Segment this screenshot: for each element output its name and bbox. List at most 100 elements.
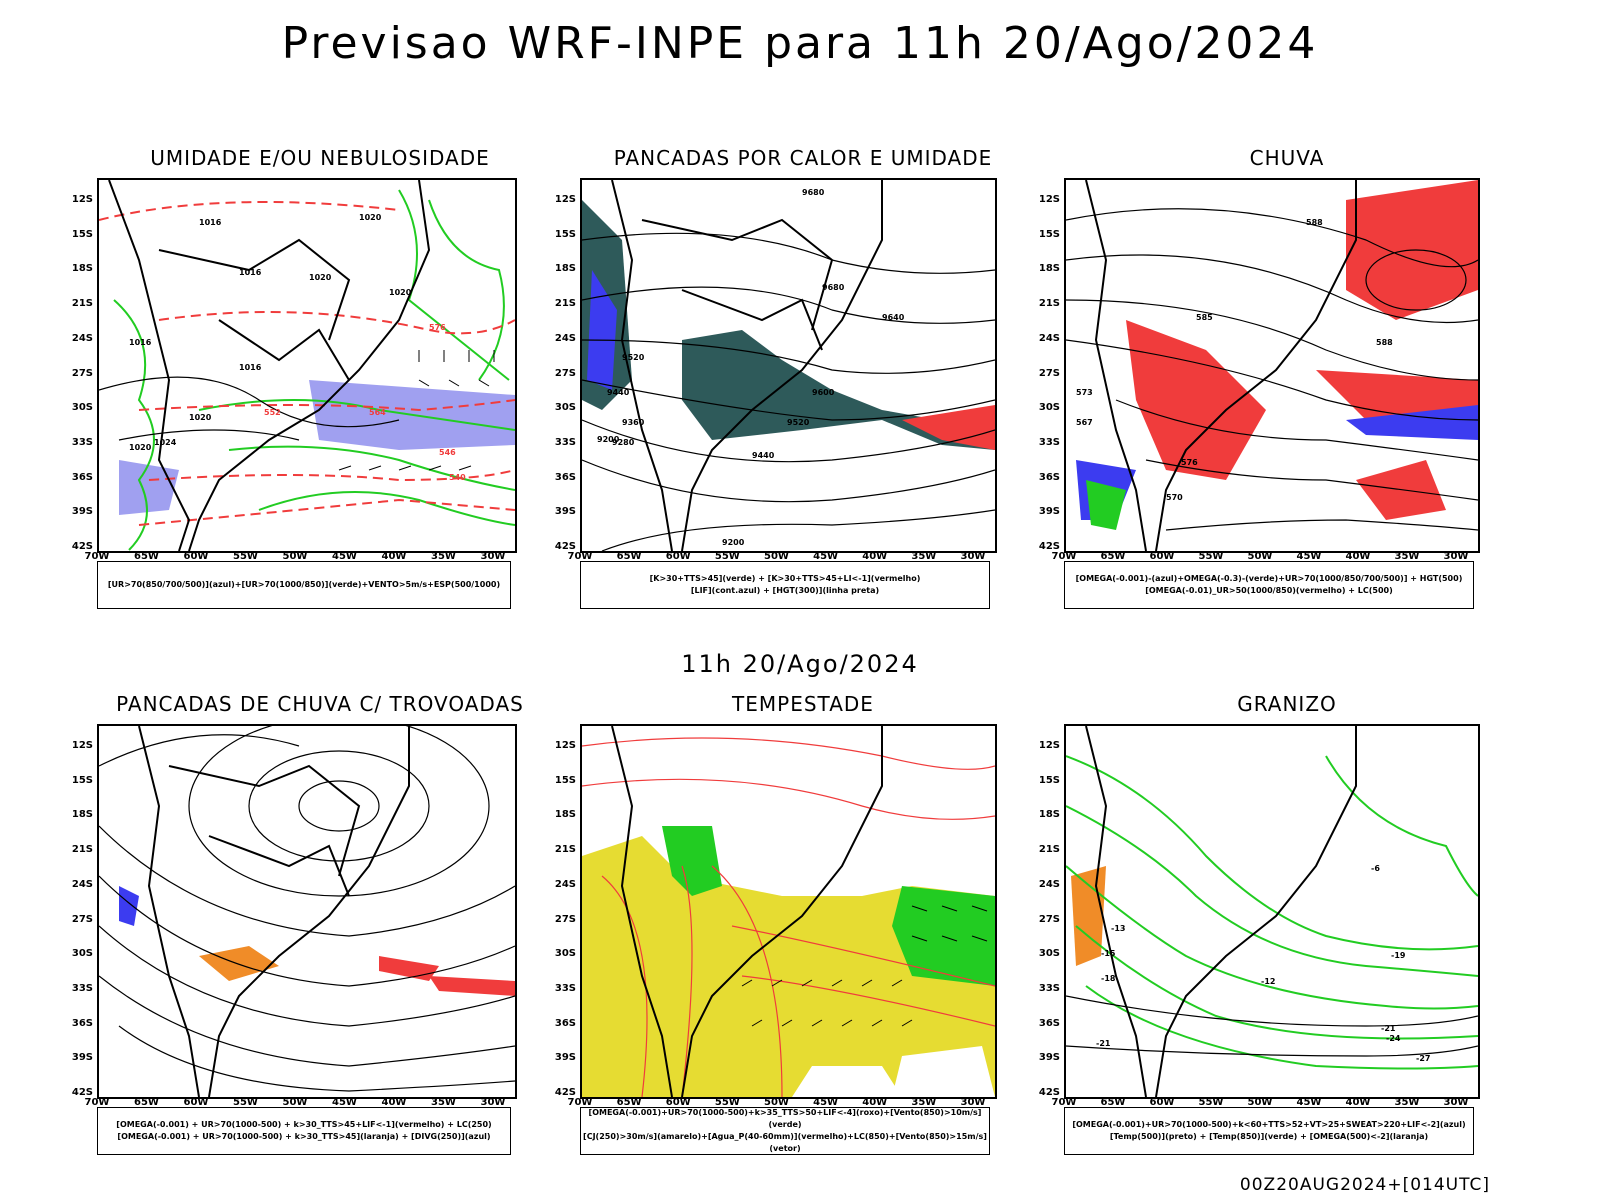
lat-label: 27S <box>554 913 576 925</box>
lat-label: 30S <box>71 402 93 414</box>
contour-label: 1016 <box>239 363 262 372</box>
contour-label: 1020 <box>129 443 152 452</box>
lat-label: 24S <box>554 332 576 344</box>
contour-label: -6 <box>1371 864 1380 873</box>
lon-label: 70W <box>84 1097 110 1108</box>
lat-label: 18S <box>554 263 576 275</box>
contour-label: 1024 <box>154 438 177 447</box>
lat-label: 15S <box>1038 228 1060 240</box>
contour-label: 576 <box>429 323 446 332</box>
lon-label: 55W <box>714 1097 740 1108</box>
lon-label: 65W <box>1100 551 1126 562</box>
lat-label: 27S <box>71 913 93 925</box>
lat-label: 18S <box>1038 263 1060 275</box>
legend: [K>30+TTS>45](verde) + [K>30+TTS>45+LI<-… <box>580 561 990 609</box>
lon-label: 60W <box>183 1097 209 1108</box>
lat-label: 18S <box>554 809 576 821</box>
legend-line: [OMEGA(-0.001)-(azul)+OMEGA(-0.3)-(verde… <box>1075 574 1463 583</box>
lat-label: 21S <box>1038 844 1060 856</box>
footer-timestamp: 00Z20AUG2024+[014UTC] <box>1239 1175 1490 1195</box>
contour-label: -24 <box>1386 1034 1401 1043</box>
lat-label: 39S <box>71 1052 93 1064</box>
lat-label: 36S <box>1038 1017 1060 1029</box>
lon-label: 40W <box>381 1097 407 1108</box>
lon-label: 55W <box>1198 551 1224 562</box>
lon-label: 40W <box>862 1097 888 1108</box>
lat-label: 12S <box>554 740 576 751</box>
contour-label: 546 <box>439 448 456 457</box>
coastline <box>611 726 883 1097</box>
contour-label: 573 <box>1076 388 1093 397</box>
contour-label: -18 <box>1101 974 1116 983</box>
lon-label: 70W <box>1051 551 1077 562</box>
lat-label: 39S <box>1038 1052 1060 1064</box>
contour-label: 585 <box>1196 313 1213 322</box>
lat-label: 30S <box>1038 948 1060 960</box>
lat-label: 42S <box>1038 541 1060 552</box>
lon-label: 70W <box>84 551 110 562</box>
lon-label: 30W <box>960 551 986 562</box>
lat-label: 21S <box>554 298 576 310</box>
lat-label: 39S <box>554 506 576 518</box>
contour-label: 9520 <box>622 353 645 362</box>
temp500-contours <box>1066 995 1478 1057</box>
red-dashed-contours <box>99 201 515 526</box>
lat-label: 36S <box>554 471 576 483</box>
lon-label: 35W <box>1394 1097 1420 1108</box>
streamlines <box>99 726 515 1092</box>
lat-label: 21S <box>71 844 93 856</box>
lat-label: 39S <box>71 506 93 518</box>
legend-line: [OMEGA(-0.001)+UR>70(1000-500)+k>35_TTS>… <box>588 1108 982 1129</box>
rain-shading <box>1076 180 1478 530</box>
lon-label: 65W <box>616 1097 642 1108</box>
map-canvas: 588 585 588 576 570 573 567 <box>1066 180 1478 551</box>
lat-label: 27S <box>71 367 93 379</box>
lon-label: 40W <box>1345 1097 1371 1108</box>
lon-label: 45W <box>1296 551 1322 562</box>
contour-label: 9360 <box>622 418 645 427</box>
map-canvas <box>582 726 995 1097</box>
contour-label: -27 <box>1416 1054 1430 1063</box>
contour-label: 9200 <box>722 538 745 547</box>
contour-label: 9520 <box>787 418 810 427</box>
contour-label: 1020 <box>359 213 382 222</box>
contour-label: 9600 <box>812 388 835 397</box>
contour-label: -21 <box>1381 1024 1396 1033</box>
lon-label: 30W <box>1443 1097 1469 1108</box>
lat-label: 18S <box>71 263 93 275</box>
streamlines <box>1066 208 1478 531</box>
lon-label: 60W <box>1149 551 1175 562</box>
lat-label: 42S <box>554 541 576 552</box>
coastline <box>108 180 431 551</box>
pressure-contours <box>99 376 400 441</box>
lat-label: 21S <box>1038 298 1060 310</box>
lon-label: 40W <box>862 551 888 562</box>
contour-label: 9680 <box>822 283 845 292</box>
lat-label: 42S <box>1038 1087 1060 1098</box>
contour-label: 9680 <box>802 188 825 197</box>
lat-label: 24S <box>554 878 576 890</box>
lat-label: 33S <box>71 436 93 448</box>
contour-label: 540 <box>449 473 466 482</box>
legend-line: [CJ(250)>30m/s](amarelo)+[Agua_P(40-60mm… <box>583 1132 987 1153</box>
lon-label: 35W <box>911 551 937 562</box>
lat-label: 33S <box>554 982 576 994</box>
lat-label: 27S <box>554 367 576 379</box>
legend: [UR>70(850/700/500)](azul)+[UR>70(1000/8… <box>97 561 511 609</box>
panel-trovoadas: PANCADAS DE CHUVA C/ TROVOADAS <box>72 692 565 1192</box>
lat-label: 15S <box>71 774 93 786</box>
instability-shading <box>582 200 995 450</box>
lat-label: 24S <box>1038 878 1060 890</box>
lon-label: 30W <box>960 1097 986 1108</box>
lat-label: 36S <box>554 1017 576 1029</box>
panel-granizo: GRANIZO -15 -1 <box>1039 692 1532 1192</box>
legend-line: [OMEGA(-0.01)_UR>50(1000/850)(vermelho) … <box>1145 586 1393 595</box>
lon-label: 55W <box>1198 1097 1224 1108</box>
panel-title: CHUVA <box>1249 146 1325 170</box>
contour-label: 9640 <box>882 313 905 322</box>
lon-label: 60W <box>665 551 691 562</box>
map-tempestade <box>580 724 997 1099</box>
storm-shading <box>119 886 515 996</box>
contour-label: 552 <box>264 408 281 417</box>
contour-label: 1020 <box>189 413 212 422</box>
